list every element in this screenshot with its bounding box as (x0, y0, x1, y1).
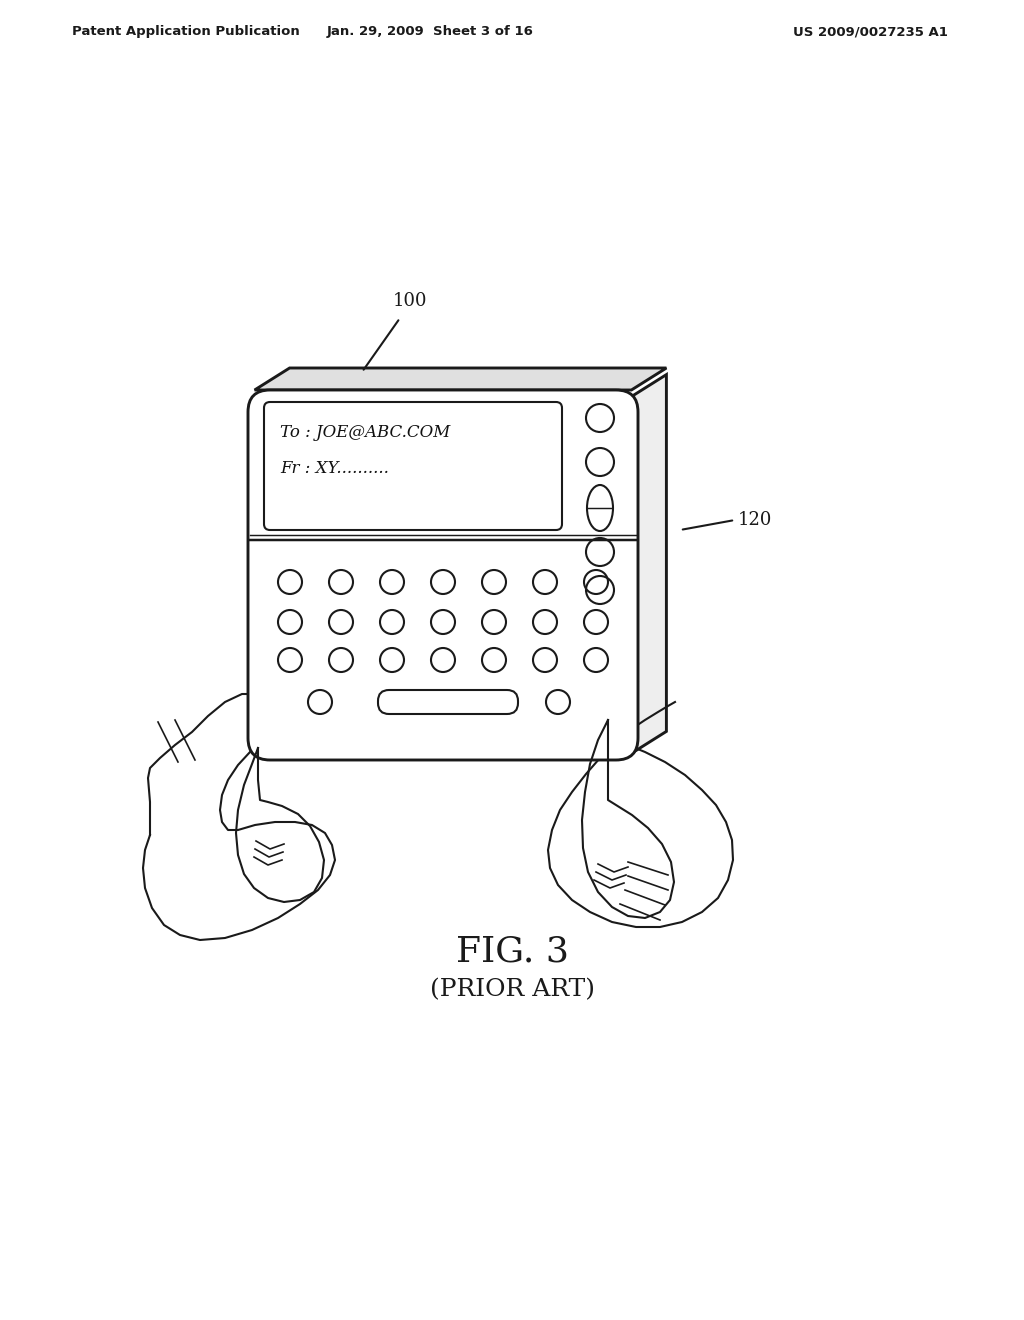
Text: FIG. 3: FIG. 3 (456, 935, 568, 969)
Text: Patent Application Publication: Patent Application Publication (72, 25, 300, 38)
Polygon shape (632, 375, 667, 754)
FancyBboxPatch shape (264, 403, 562, 531)
Polygon shape (255, 368, 667, 389)
Text: To : JOE@ABC.COM: To : JOE@ABC.COM (280, 424, 451, 441)
Text: Jan. 29, 2009  Sheet 3 of 16: Jan. 29, 2009 Sheet 3 of 16 (327, 25, 534, 38)
Text: US 2009/0027235 A1: US 2009/0027235 A1 (793, 25, 947, 38)
Text: (PRIOR ART): (PRIOR ART) (429, 978, 595, 1002)
Text: 120: 120 (738, 511, 772, 529)
Text: Fr : XY..........: Fr : XY.......... (280, 459, 389, 477)
FancyBboxPatch shape (248, 389, 638, 760)
Text: 100: 100 (393, 292, 427, 310)
